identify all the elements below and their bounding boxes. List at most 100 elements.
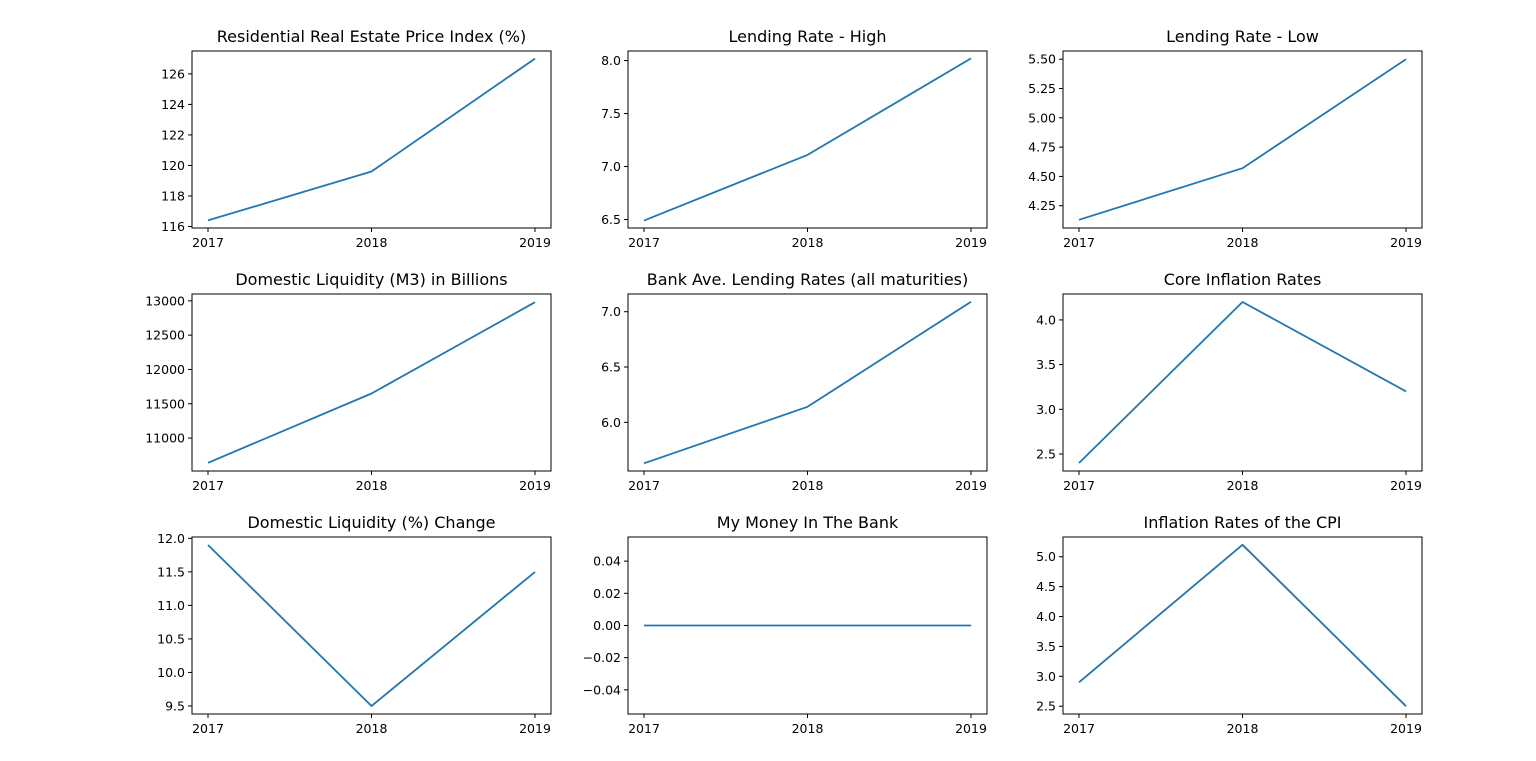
axes-frame [191, 536, 552, 715]
y-tick-label: 10.5 [157, 631, 185, 646]
series-line [1078, 58, 1407, 221]
y-tick-label: 5.00 [1028, 110, 1056, 125]
y-tick-label: 0.02 [593, 586, 621, 601]
subplot-1: Residential Real Estate Price Index (%) 2… [161, 27, 552, 250]
x-tick-label: 2019 [955, 721, 987, 736]
x-tick-label: 2018 [792, 478, 824, 493]
y-tick-label: 4.25 [1028, 198, 1056, 213]
subplot-6: Core Inflation Rates 2017 2018 2019 2.5 3.0 3.… [1036, 270, 1423, 493]
subplot-title: Residential Real Estate Price Index (%) [217, 27, 526, 46]
y-tick-label: 4.0 [1036, 312, 1056, 327]
axes-frame [1062, 293, 1423, 472]
series-line [1078, 301, 1407, 464]
subplot-title: Domestic Liquidity (M3) in Billions [235, 270, 507, 289]
y-tick-label: 0.04 [593, 554, 621, 569]
y-tick-label: 5.50 [1028, 52, 1056, 67]
x-tick-label: 2018 [356, 721, 388, 736]
y-tick-label: 8.0 [601, 53, 621, 68]
y-tick-label: 4.75 [1028, 140, 1056, 155]
x-tick-label: 2018 [356, 478, 388, 493]
y-tick-label: 6.0 [601, 415, 621, 430]
x-tick-label: 2017 [628, 235, 660, 250]
x-tick-label: 2018 [1227, 478, 1259, 493]
subplot-2: Lending Rate - High 2017 2018 2019 6.5 7.0 7.5… [601, 27, 988, 250]
y-tick-label: −0.02 [583, 650, 621, 665]
subplot-9: Inflation Rates of the CPI 2017 2018 2019 2.… [1036, 513, 1423, 736]
y-tick-label: 7.0 [601, 159, 621, 174]
subplot-3: Lending Rate - Low 2017 2018 2019 4.25 4.50 4.… [1028, 27, 1423, 250]
axes-frame [627, 536, 988, 715]
axes-frame [191, 293, 552, 472]
y-tick-label: 116 [161, 219, 185, 234]
x-tick-label: 2019 [1390, 478, 1422, 493]
y-tick-label: 3.5 [1036, 357, 1056, 372]
y-tick-label: 3.5 [1036, 639, 1056, 654]
axes-frame [627, 293, 988, 472]
subplot-title: My Money In The Bank [717, 513, 899, 532]
series-line [207, 301, 536, 464]
y-tick-label: 11.0 [157, 598, 185, 613]
y-tick-label: 9.5 [165, 698, 185, 713]
subplot-8: My Money In The Bank 2017 2018 2019 −0.04 −0.… [583, 513, 988, 736]
subplot-title: Lending Rate - Low [1166, 27, 1319, 46]
series-line [207, 57, 536, 222]
subplot-4: Domestic Liquidity (M3) in Billions 2017 2… [145, 270, 552, 493]
y-tick-label: 3.0 [1036, 402, 1056, 417]
y-tick-label: 11500 [145, 396, 185, 411]
x-tick-label: 2019 [1390, 235, 1422, 250]
series-line [207, 544, 536, 707]
y-tick-label: −0.04 [583, 682, 621, 697]
x-tick-label: 2019 [519, 478, 551, 493]
subplot-7: Domestic Liquidity (%) Change 2017 2018 201… [157, 513, 552, 736]
y-tick-label: 124 [161, 97, 185, 112]
x-tick-label: 2017 [1063, 721, 1095, 736]
x-tick-label: 2019 [955, 235, 987, 250]
y-tick-label: 5.25 [1028, 81, 1056, 96]
y-tick-label: 12.0 [157, 531, 185, 546]
y-tick-label: 6.5 [601, 360, 621, 375]
series-line [643, 300, 972, 465]
x-tick-label: 2017 [628, 478, 660, 493]
y-tick-label: 4.5 [1036, 579, 1056, 594]
y-tick-label: 11000 [145, 431, 185, 446]
y-tick-label: 3.0 [1036, 669, 1056, 684]
y-tick-label: 7.0 [601, 304, 621, 319]
subplot-title: Inflation Rates of the CPI [1144, 513, 1342, 532]
subplot-title: Domestic Liquidity (%) Change [247, 513, 495, 532]
y-tick-label: 6.5 [601, 212, 621, 227]
y-tick-label: 0.00 [593, 618, 621, 633]
x-tick-label: 2019 [519, 721, 551, 736]
axes-frame [1062, 536, 1423, 715]
y-tick-label: 126 [161, 66, 185, 81]
series-line [643, 57, 972, 222]
x-tick-label: 2019 [519, 235, 551, 250]
y-tick-label: 12500 [145, 328, 185, 343]
y-tick-label: 13000 [145, 293, 185, 308]
x-tick-label: 2018 [792, 721, 824, 736]
subplot-5: Bank Ave. Lending Rates (all maturities)… [601, 270, 988, 493]
x-tick-label: 2017 [1063, 235, 1095, 250]
y-tick-label: 4.0 [1036, 609, 1056, 624]
x-tick-label: 2017 [628, 721, 660, 736]
x-tick-label: 2018 [792, 235, 824, 250]
axes-frame [627, 50, 988, 229]
x-tick-label: 2017 [1063, 478, 1095, 493]
axes-frame [191, 50, 552, 229]
x-tick-label: 2017 [192, 721, 224, 736]
y-tick-label: 122 [161, 127, 185, 142]
subplot-title: Lending Rate - High [728, 27, 886, 46]
y-tick-label: 7.5 [601, 106, 621, 121]
y-tick-label: 12000 [145, 362, 185, 377]
y-tick-label: 120 [161, 158, 185, 173]
subplot-title: Core Inflation Rates [1164, 270, 1322, 289]
y-tick-label: 118 [161, 188, 185, 203]
x-tick-label: 2019 [955, 478, 987, 493]
x-tick-label: 2018 [1227, 721, 1259, 736]
subplot-title: Bank Ave. Lending Rates (all maturities) [647, 270, 968, 289]
y-tick-label: 2.5 [1036, 447, 1056, 462]
x-tick-label: 2017 [192, 478, 224, 493]
x-tick-label: 2018 [1227, 235, 1259, 250]
x-tick-label: 2018 [356, 235, 388, 250]
y-tick-label: 2.5 [1036, 699, 1056, 714]
